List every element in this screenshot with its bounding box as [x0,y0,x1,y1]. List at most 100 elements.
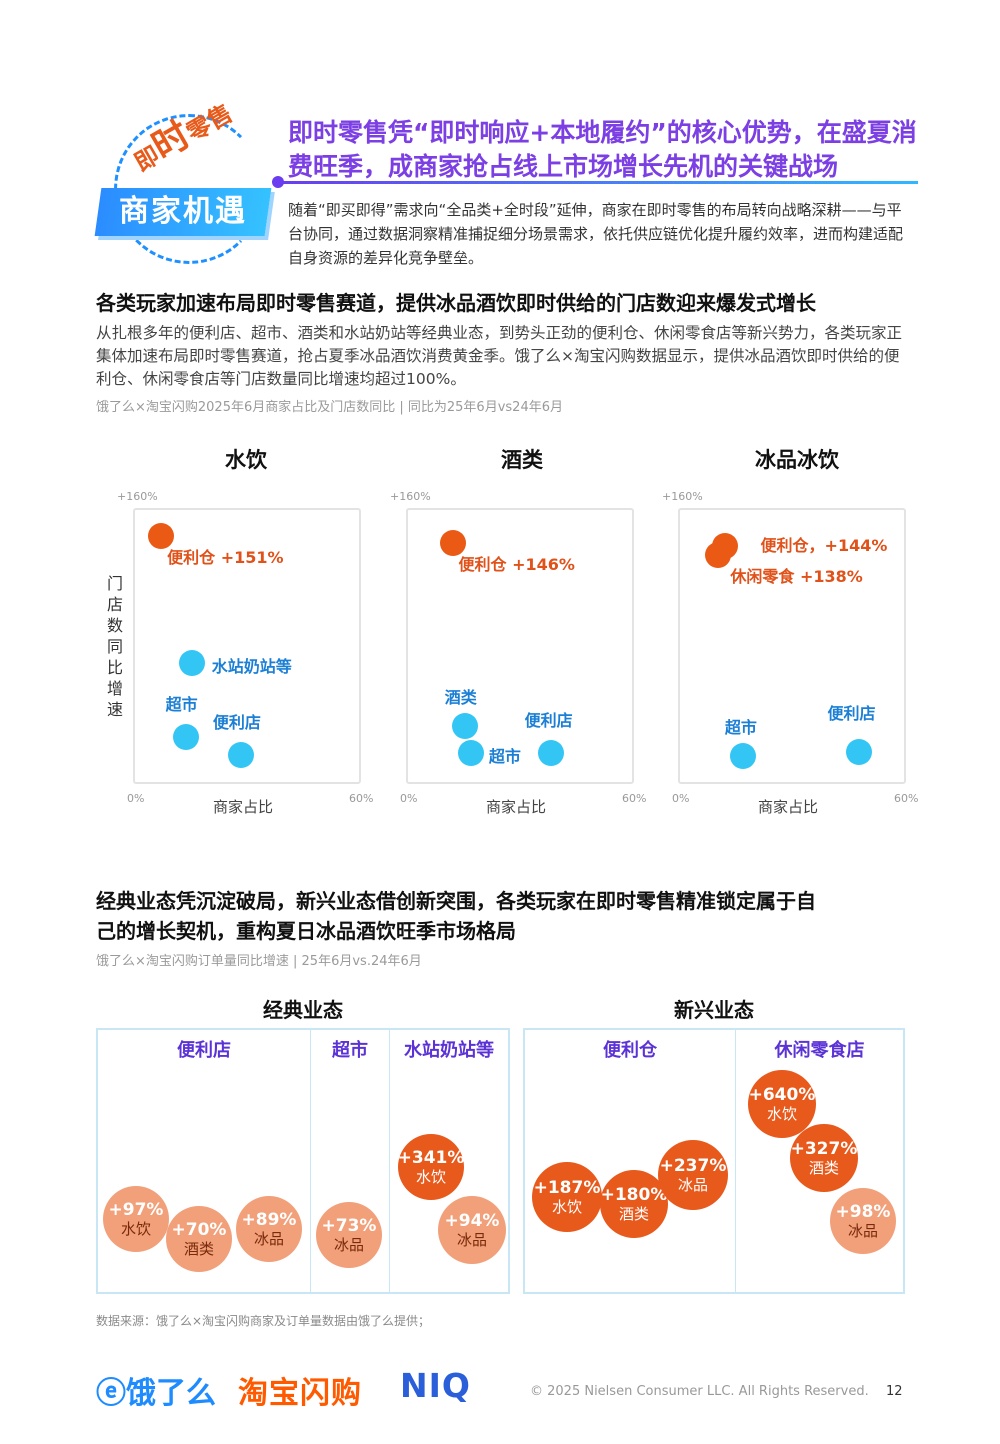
bubble-value: +70% [171,1219,227,1240]
bubble-category: 冰品 [456,1230,487,1249]
growth-bubble: +327% 酒类 [790,1124,858,1192]
data-point [537,740,564,767]
data-point [729,743,756,770]
eleme-logo: ⓔ饿了么 [96,1376,216,1411]
bubble-category: 水饮 [551,1197,582,1216]
data-point-label: 超市 [724,718,757,738]
bubble-category: 酒类 [183,1239,214,1258]
x-min-tick-label: 0% [400,792,418,805]
data-point [705,542,732,569]
col-label-convenience-store: 便利店 [177,1040,231,1061]
x-max-tick-label: 60% [622,792,647,805]
badge-tag-label: 商家机遇 [119,194,247,229]
taobao-shangou-logo: 淘宝闪购 [238,1376,362,1411]
x-max-tick-label: 60% [894,792,919,805]
bubble-value: +94% [444,1210,500,1231]
y-max-tick-label: +160% [662,490,703,503]
growth-bubble: +89% 冰品 [236,1196,302,1262]
chart-title: 冰品冰饮 [755,448,839,472]
y-axis-label: 门店数同比增速 [106,574,123,719]
plot-area [133,508,361,784]
data-point-label: 超市 [488,747,521,767]
bubble-category: 酒类 [808,1158,839,1177]
growth-bubble: +70% 酒类 [166,1206,232,1272]
plot-area [406,508,634,784]
bubble-value: +89% [241,1209,297,1230]
bubble-value: +73% [321,1215,377,1236]
divider-new-1 [735,1030,736,1292]
bubble-value: +341% [397,1147,465,1168]
bubble-category: 冰品 [847,1221,878,1240]
data-point-label: 酒类 [444,688,477,708]
bubble-value: +327% [790,1138,858,1159]
growth-bubble: +640% 水饮 [748,1070,816,1138]
divider-classic-2 [389,1030,390,1292]
bubble-category: 水饮 [766,1104,797,1123]
x-min-tick-label: 0% [127,792,145,805]
x-axis-label: 商家占比 [213,798,274,816]
growth-bubble: +94% 冰品 [438,1196,506,1264]
data-point [172,723,199,750]
group-title-classic: 经典业态 [263,998,343,1022]
bubble-value: +640% [748,1084,816,1105]
section2-note: 饿了么×淘宝闪购订单量同比增速 | 25年6月vs.24年6月 [96,954,422,969]
col-label-convenience-warehouse: 便利仓 [603,1040,657,1061]
col-label-water-station: 水站奶站等 [404,1040,494,1061]
data-point [457,740,484,767]
bubble-value: +98% [835,1201,891,1222]
bubble-category: 水饮 [415,1167,446,1186]
data-point-label: 便利店 [524,711,573,731]
growth-bubble: +98% 冰品 [830,1188,896,1254]
data-point [148,522,175,549]
page-number: 12 [886,1384,903,1399]
col-label-supermarket: 超市 [332,1040,368,1061]
bubble-value: +187% [533,1177,601,1198]
data-point-label: 超市 [165,694,198,714]
data-point-label: 便利店 [212,712,261,732]
data-point-label: 便利店 [827,703,876,723]
growth-bubble: +237% 冰品 [658,1140,728,1210]
chart-title: 水饮 [225,448,267,472]
growth-bubble: +97% 水饮 [103,1186,169,1252]
data-point-label: 休闲零食 +138% [730,567,863,587]
bubble-value: +180% [600,1184,668,1205]
data-point [227,741,254,768]
section1-note: 饿了么×淘宝闪购2025年6月商家占比及门店数同比 | 同比为25年6月vs24… [96,400,563,415]
x-max-tick-label: 60% [349,792,374,805]
growth-bubble: +341% 水饮 [398,1134,464,1200]
bubble-category: 冰品 [677,1175,708,1194]
section2-title-line2: 己的增长契机，重构夏日冰品酒饮旺季市场格局 [96,919,516,943]
opportunity-badge: 即时零售 商家机遇 [94,99,283,269]
data-source-note: 数据来源：饿了么×淘宝闪购商家及订单量数据由饿了么提供； [96,1314,431,1328]
bubble-category: 冰品 [253,1229,284,1248]
divider-classic-1 [310,1030,311,1292]
data-point [846,738,873,765]
x-axis-label: 商家占比 [486,798,547,816]
headline: 即时零售凭“即时响应+本地履约”的核心优势，在盛夏消费旺季，成商家抢占线上市场增… [288,118,917,181]
y-max-tick-label: +160% [117,490,158,503]
bubble-value: +97% [108,1199,164,1220]
bubble-category: 冰品 [333,1235,364,1254]
chart-title: 酒类 [501,448,543,472]
section1-title: 各类玩家加速布局即时零售赛道，提供冰品酒饮即时供给的门店数迎来爆发式增长 [96,291,816,315]
data-point [178,649,205,676]
data-point-label: 便利仓 +151% [167,547,284,567]
y-max-tick-label: +160% [390,490,431,503]
col-label-snack-store: 休闲零食店 [774,1040,865,1061]
headline-underline [278,181,918,184]
bubble-category: 酒类 [618,1204,649,1223]
bubble-category: 水饮 [120,1219,151,1238]
x-min-tick-label: 0% [672,792,690,805]
copyright: © 2025 Nielsen Consumer LLC. All Rights … [530,1384,869,1399]
bubble-value: +237% [659,1155,727,1176]
growth-bubble: +73% 冰品 [316,1202,382,1268]
badge-tag: 商家机遇 [94,188,272,236]
data-point [451,713,478,740]
data-point-label: 水站奶站等 [211,656,292,676]
intro-paragraph: 随着“即买即得”需求向“全品类+全时段”延伸，商家在即时零售的布局转向战略深耕—… [288,201,904,267]
data-point-label: 便利仓，+144% [760,536,888,556]
section1-body: 从扎根多年的便利店、超市、酒类和水站奶站等经典业态，到势头正劲的便利仓、休闲零食… [96,324,903,388]
growth-bubble: +187% 水饮 [532,1162,602,1232]
x-axis-label: 商家占比 [758,798,819,816]
section2-title-line1: 经典业态凭沉淀破局，新兴业态借创新突围，各类玩家在即时零售精准锁定属于自 [96,889,816,913]
